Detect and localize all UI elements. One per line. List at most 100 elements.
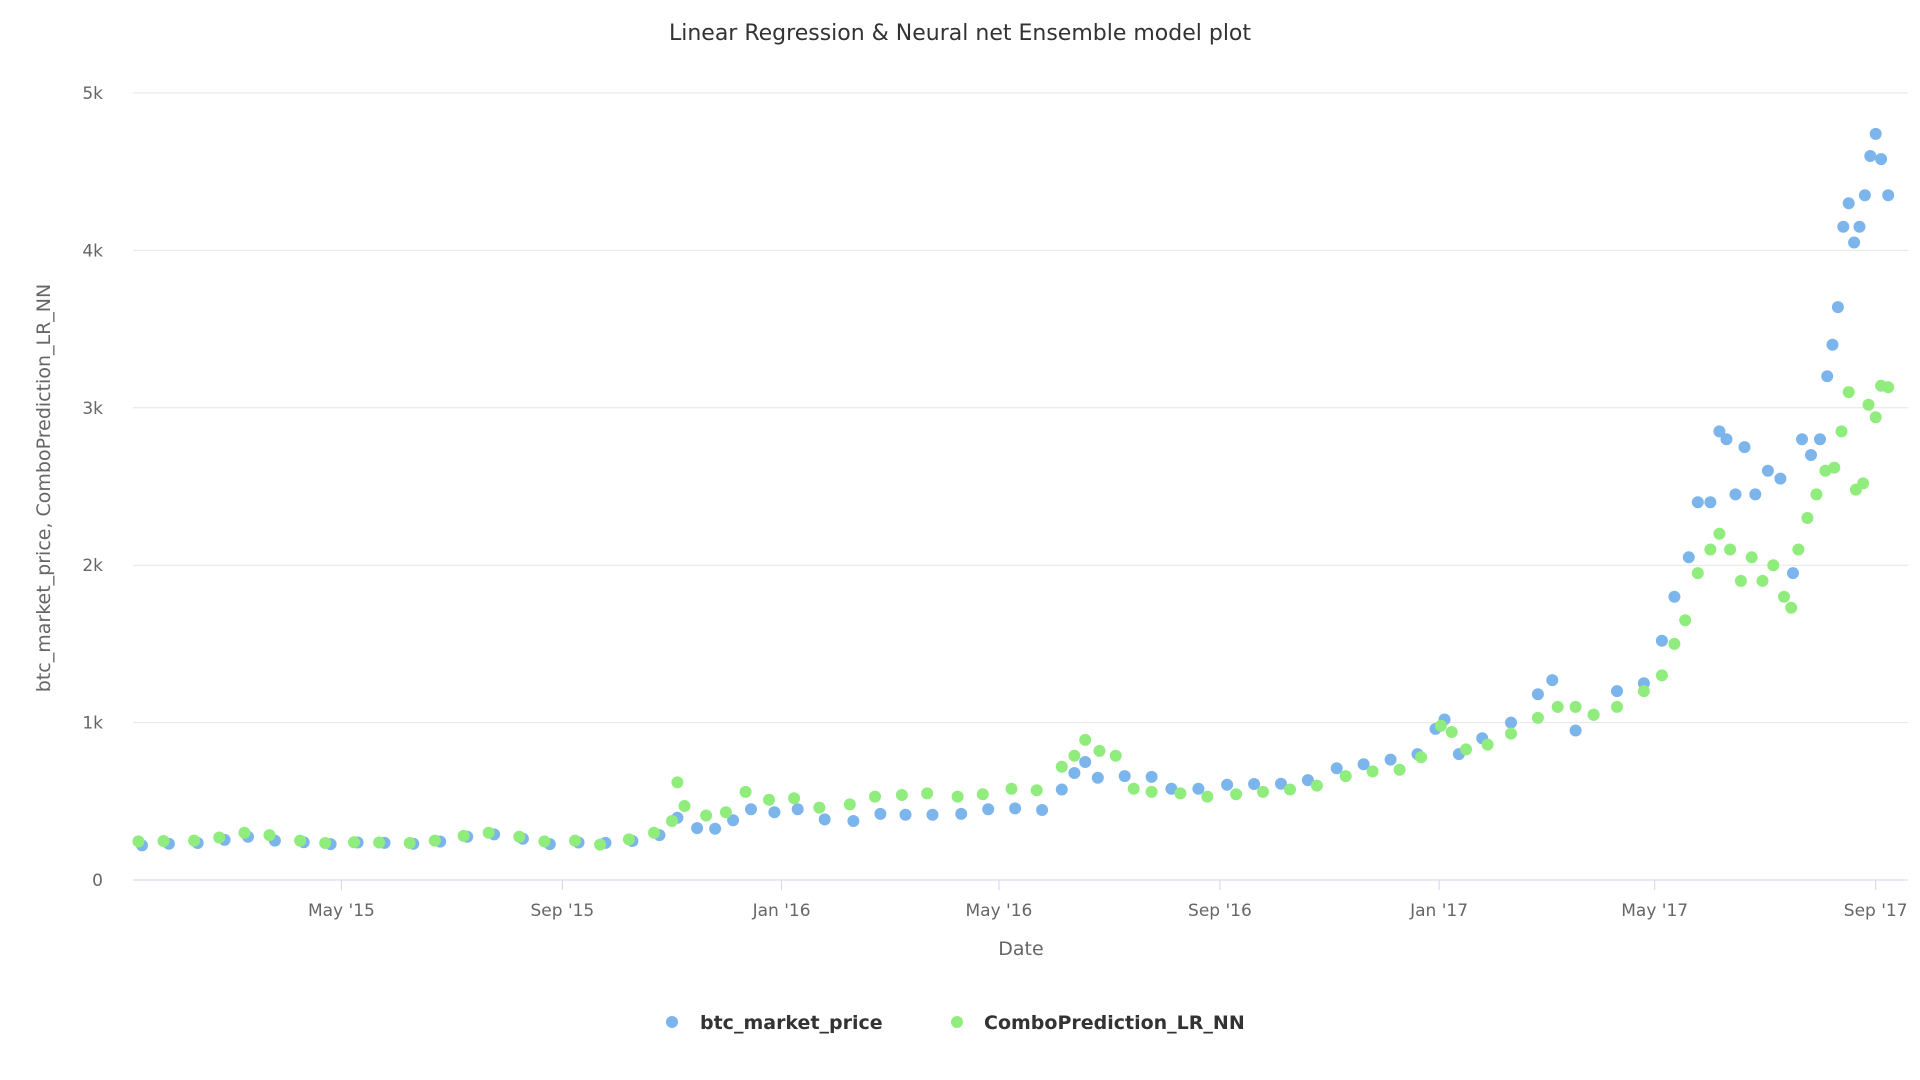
data-point[interactable] — [1835, 425, 1848, 438]
data-point[interactable] — [739, 785, 752, 798]
data-point[interactable] — [1814, 433, 1826, 446]
data-point[interactable] — [1761, 464, 1774, 477]
data-point[interactable] — [843, 798, 856, 811]
data-point[interactable] — [1445, 726, 1458, 738]
data-point[interactable] — [1505, 727, 1517, 740]
data-point[interactable] — [1805, 449, 1817, 461]
data-point[interactable] — [1668, 590, 1681, 603]
data-point[interactable] — [1357, 758, 1370, 771]
data-point[interactable] — [1611, 685, 1623, 698]
data-point[interactable] — [1339, 770, 1352, 783]
data-point[interactable] — [926, 808, 939, 821]
data-point[interactable] — [569, 834, 581, 847]
data-point[interactable] — [263, 829, 276, 842]
data-point[interactable] — [1055, 783, 1068, 796]
data-point[interactable] — [373, 836, 386, 849]
data-point[interactable] — [1248, 778, 1261, 790]
data-point[interactable] — [1531, 688, 1544, 701]
data-point[interactable] — [1655, 669, 1668, 682]
data-point[interactable] — [1221, 778, 1234, 791]
data-point[interactable] — [1713, 425, 1726, 438]
data-point[interactable] — [1842, 197, 1855, 210]
data-point[interactable] — [1093, 744, 1106, 757]
data-point[interactable] — [1869, 127, 1882, 140]
data-point[interactable] — [294, 834, 307, 847]
data-point[interactable] — [719, 806, 732, 819]
data-point[interactable] — [1637, 685, 1650, 698]
data-point[interactable] — [238, 826, 251, 839]
data-point[interactable] — [1109, 749, 1122, 762]
data-point[interactable] — [1481, 738, 1494, 751]
data-point[interactable] — [1068, 767, 1081, 779]
data-point[interactable] — [482, 826, 495, 839]
data-point[interactable] — [1745, 551, 1758, 564]
data-point[interactable] — [1785, 601, 1798, 614]
data-point[interactable] — [1118, 770, 1131, 783]
data-point[interactable] — [1882, 189, 1895, 202]
data-point[interactable] — [1826, 338, 1839, 351]
data-point[interactable] — [1713, 527, 1726, 540]
data-point[interactable] — [1801, 512, 1814, 524]
data-point[interactable] — [1828, 461, 1841, 474]
data-point[interactable] — [1691, 567, 1704, 580]
data-point[interactable] — [1068, 749, 1081, 762]
data-point[interactable] — [1837, 220, 1850, 233]
data-point[interactable] — [1551, 700, 1564, 713]
data-point[interactable] — [921, 787, 934, 800]
data-point[interactable] — [788, 792, 801, 805]
data-point[interactable] — [213, 831, 226, 844]
data-point[interactable] — [1875, 153, 1888, 166]
data-point[interactable] — [1792, 543, 1805, 556]
data-point[interactable] — [1853, 220, 1866, 233]
data-point[interactable] — [691, 822, 704, 835]
data-point[interactable] — [1704, 543, 1717, 556]
data-point[interactable] — [1704, 496, 1717, 509]
data-point[interactable] — [791, 803, 804, 816]
data-point[interactable] — [1393, 763, 1406, 776]
data-point[interactable] — [745, 803, 757, 816]
data-point[interactable] — [1857, 477, 1870, 490]
data-point[interactable] — [1796, 433, 1808, 446]
data-point[interactable] — [899, 808, 912, 821]
data-point[interactable] — [1310, 779, 1323, 792]
data-point[interactable] — [1415, 751, 1428, 764]
data-point[interactable] — [1009, 802, 1022, 815]
data-point[interactable] — [1284, 783, 1296, 796]
data-point[interactable] — [818, 813, 831, 826]
data-point[interactable] — [1384, 753, 1397, 766]
data-point[interactable] — [976, 788, 989, 801]
data-point[interactable] — [1756, 574, 1769, 587]
data-point[interactable] — [1724, 543, 1737, 556]
data-point[interactable] — [1079, 756, 1092, 768]
data-point[interactable] — [763, 793, 775, 806]
data-point[interactable] — [1848, 236, 1861, 249]
data-point[interactable] — [1460, 743, 1472, 756]
data-point[interactable] — [594, 838, 607, 851]
data-point[interactable] — [1831, 301, 1844, 314]
data-point[interactable] — [1005, 782, 1018, 795]
data-point[interactable] — [869, 790, 881, 803]
data-point[interactable] — [895, 789, 908, 801]
data-point[interactable] — [700, 809, 713, 822]
data-point[interactable] — [319, 837, 332, 849]
data-point[interactable] — [1734, 574, 1747, 587]
data-point[interactable] — [1569, 724, 1582, 737]
data-point[interactable] — [874, 807, 887, 820]
legend-item-btc-market-price[interactable]: btc_market_price — [666, 1012, 883, 1034]
data-point[interactable] — [1668, 637, 1681, 650]
data-point[interactable] — [538, 835, 551, 848]
data-point[interactable] — [428, 834, 441, 847]
data-point[interactable] — [1821, 370, 1834, 383]
data-point[interactable] — [1882, 381, 1895, 394]
data-point[interactable] — [1842, 386, 1855, 399]
data-point[interactable] — [622, 833, 635, 846]
data-point[interactable] — [813, 801, 826, 814]
data-point[interactable] — [132, 835, 145, 848]
data-point[interactable] — [955, 807, 968, 820]
data-point[interactable] — [1505, 716, 1517, 729]
data-point[interactable] — [1767, 559, 1780, 572]
data-point[interactable] — [1587, 708, 1600, 721]
legend-item-combo-prediction[interactable]: ComboPrediction_LR_NN — [951, 1012, 1245, 1034]
data-point[interactable] — [1174, 787, 1187, 800]
data-point[interactable] — [1864, 150, 1877, 162]
